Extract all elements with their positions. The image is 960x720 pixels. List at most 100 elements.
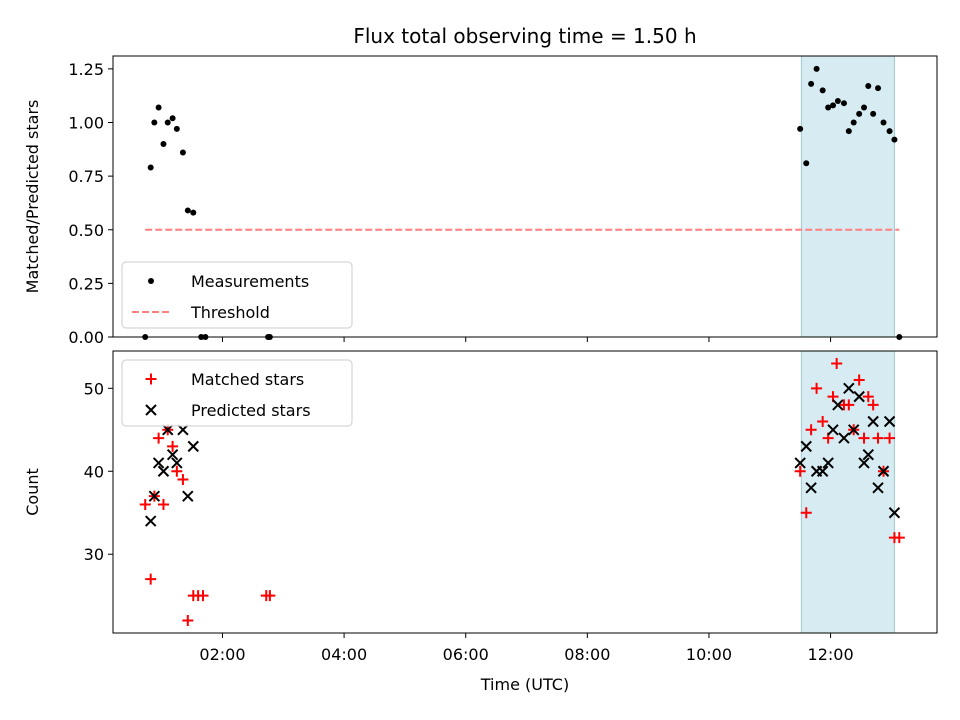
x-tick-label: 06:00 [443, 645, 489, 664]
bottom-predicted-star-point [843, 382, 855, 395]
top-measurement-point [151, 119, 158, 126]
bottom-predicted-star-point [853, 390, 865, 403]
top-measurement-point [813, 65, 820, 72]
bottom-predicted-star-point [148, 490, 161, 502]
top-panel-frame [112, 55, 938, 338]
bottom-predicted-star-point [800, 440, 812, 453]
top-measurement-point [870, 110, 877, 117]
top-measurement-point [861, 104, 868, 111]
top-measurement-point [160, 140, 167, 147]
top-measurement-point [169, 115, 176, 122]
bottom-predicted-star-point [144, 515, 157, 527]
bottom-panel: 30 40 50 02:00 04:00 06:00 08:00 10:00 12:00 Cou… [23, 350, 938, 664]
top-y-tick-label: 1.25 [68, 60, 104, 79]
x-tick-label: 02:00 [199, 645, 245, 664]
bottom-legend-x-marker [145, 404, 157, 416]
top-legend-dot-marker [148, 278, 154, 284]
bottom-predicted-star-point [862, 448, 874, 461]
bottom-y-tick-label: 50 [84, 379, 104, 398]
top-measurement-point [190, 209, 197, 216]
bottom-matched-star-point [794, 465, 806, 477]
bottom-predicted-star-point [832, 399, 844, 411]
bottom-predicted-star-point [888, 507, 901, 519]
x-tick-label: 08:00 [564, 645, 610, 664]
bottom-matched-star-point [862, 391, 874, 403]
top-legend-box [121, 261, 353, 329]
bottom-panel-frame [112, 350, 938, 634]
top-y-tick-label: 0.75 [68, 167, 104, 186]
bottom-predicted-star-point [847, 424, 860, 436]
top-measurement-point [886, 128, 893, 135]
top-legend-label: Threshold [190, 303, 270, 322]
bottom-matched-star-point [197, 590, 209, 602]
bottom-matched-star-point [811, 382, 823, 394]
bottom-predicted-star-point [838, 432, 850, 444]
bottom-predicted-star-point [152, 457, 165, 469]
bottom-predicted-star-point [182, 490, 194, 502]
bottom-predicted-star-point [872, 482, 884, 494]
top-measurement-point [184, 207, 191, 214]
bottom-matched-star-point [157, 498, 169, 510]
x-axis-label: Time (UTC) [480, 675, 569, 694]
bottom-matched-star-point [167, 440, 179, 452]
bottom-predicted-star-point [187, 440, 199, 453]
bottom-matched-star-point [831, 357, 843, 369]
top-measurement-point [834, 98, 841, 105]
top-observing-window-span [800, 55, 895, 338]
bottom-legend-plus-marker [145, 373, 157, 385]
top-measurement-point [865, 83, 872, 90]
bottom-predicted-star-point [867, 415, 879, 428]
bottom-predicted-star-point [883, 415, 896, 428]
top-measurement-point [856, 110, 863, 117]
top-measurement-point [840, 100, 847, 107]
top-measurement-point [173, 125, 180, 132]
bottom-legend-box [121, 359, 353, 427]
bottom-predicted-star-point [816, 465, 829, 477]
bottom-matched-star-point [893, 532, 905, 544]
bottom-matched-star-point [867, 399, 879, 411]
bottom-matched-star-point [264, 590, 276, 602]
bottom-predicted-star-point [171, 457, 183, 469]
bottom-observing-window-span [800, 350, 895, 634]
top-measurement-point [819, 87, 826, 94]
top-measurement-point [891, 136, 898, 143]
top-measurement-point [850, 119, 857, 126]
bottom-matched-star-point [177, 474, 189, 486]
top-measurement-point [803, 160, 810, 167]
chart-title: Flux total observing time = 1.50 h [353, 24, 696, 48]
x-tick-label: 04:00 [321, 645, 367, 664]
top-measurement-point [179, 149, 186, 156]
top-measurement-point [164, 119, 171, 126]
bottom-predicted-star-point [794, 457, 806, 469]
x-tick-label: 10:00 [686, 645, 732, 664]
bottom-predicted-star-point [805, 482, 817, 494]
top-measurement-point [825, 104, 832, 111]
bottom-predicted-star-point [166, 448, 179, 461]
top-measurement-point [830, 102, 837, 109]
top-measurement-point [880, 119, 887, 126]
bottom-matched-star-point [182, 615, 194, 627]
top-legend-label: Measurements [191, 272, 309, 291]
bottom-matched-star-point [853, 374, 865, 386]
bottom-predicted-star-point [822, 457, 834, 469]
top-measurement-point [845, 128, 852, 135]
top-measurement-point [797, 125, 804, 132]
bottom-y-tick-label: 30 [84, 545, 104, 564]
bottom-matched-star-point [858, 432, 870, 444]
bottom-matched-star-point [884, 432, 896, 444]
bottom-matched-star-point [800, 507, 812, 519]
bottom-predicted-star-point [858, 457, 870, 469]
top-measurement-point [155, 104, 162, 111]
bottom-matched-star-point [153, 432, 165, 444]
bottom-legend-label: Predicted stars [191, 401, 311, 420]
top-y-tick-label: 0.50 [68, 221, 104, 240]
top-y-tick-label: 0.00 [68, 328, 104, 347]
top-y-tick-label: 1.00 [68, 114, 104, 133]
top-y-tick-label: 0.25 [68, 274, 104, 293]
top-panel: 0.00 0.25 0.50 0.75 1.00 1.25 Matched/Predict… [23, 55, 938, 347]
top-measurement-point [875, 85, 882, 92]
bottom-y-tick-label: 40 [84, 462, 104, 481]
x-tick-label: 12:00 [808, 645, 854, 664]
top-measurement-point [808, 80, 815, 87]
